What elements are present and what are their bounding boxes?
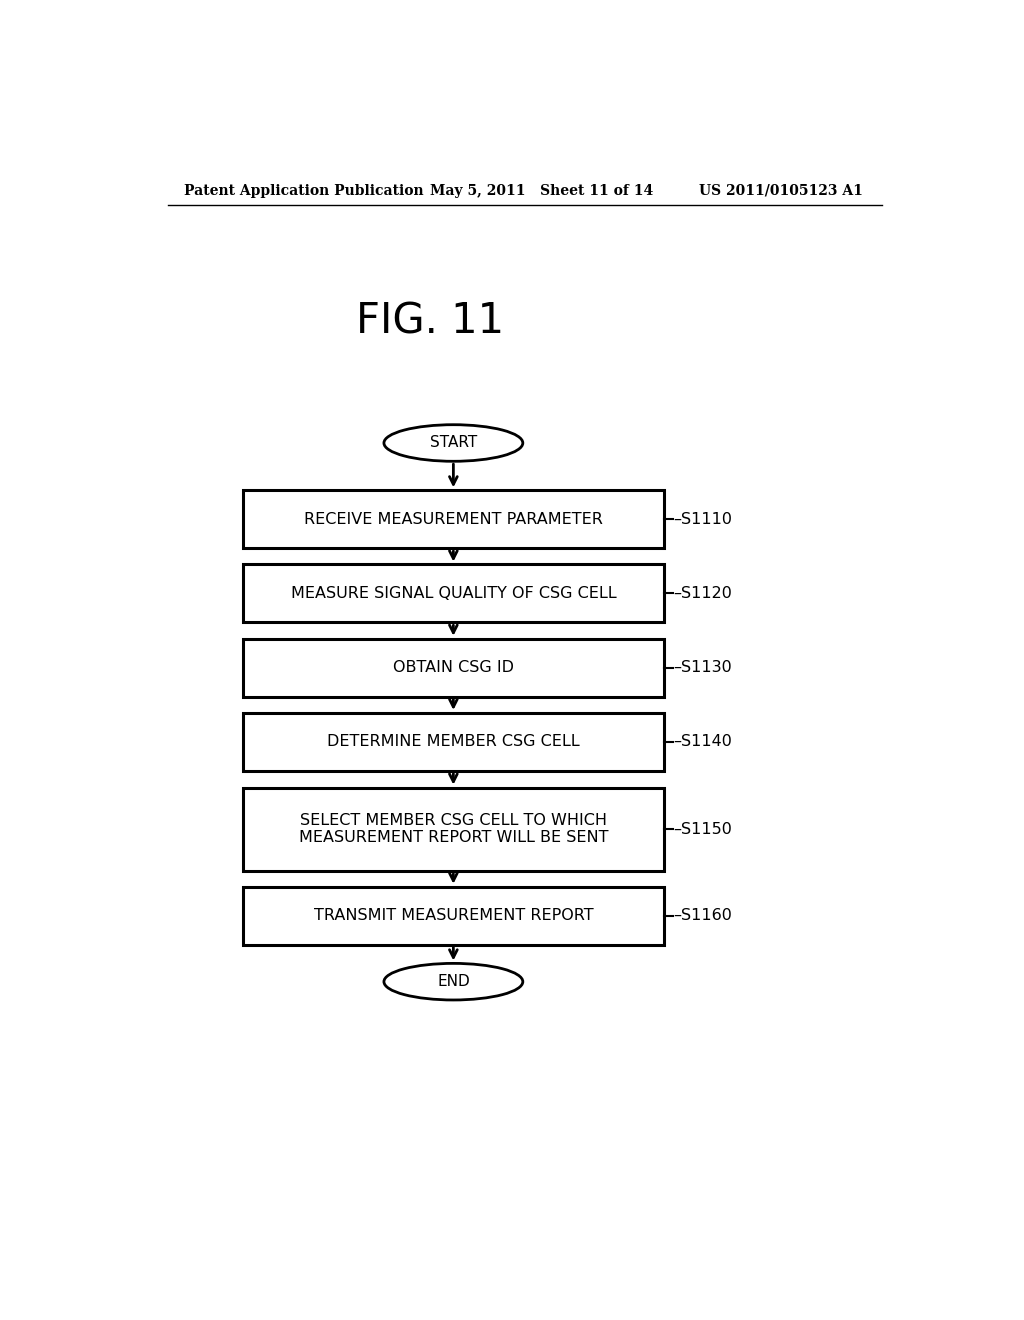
Text: May 5, 2011   Sheet 11 of 14: May 5, 2011 Sheet 11 of 14 <box>430 183 653 198</box>
Text: START: START <box>430 436 477 450</box>
FancyBboxPatch shape <box>243 565 664 623</box>
Ellipse shape <box>384 425 523 461</box>
Ellipse shape <box>384 964 523 1001</box>
Text: TRANSMIT MEASUREMENT REPORT: TRANSMIT MEASUREMENT REPORT <box>313 908 593 923</box>
Text: –S1150: –S1150 <box>673 822 732 837</box>
FancyBboxPatch shape <box>243 639 664 697</box>
Text: Patent Application Publication: Patent Application Publication <box>183 183 423 198</box>
Text: FIG. 11: FIG. 11 <box>355 300 504 342</box>
FancyBboxPatch shape <box>243 887 664 945</box>
Text: RECEIVE MEASUREMENT PARAMETER: RECEIVE MEASUREMENT PARAMETER <box>304 512 603 527</box>
Text: –S1160: –S1160 <box>673 908 732 923</box>
FancyBboxPatch shape <box>243 490 664 548</box>
FancyBboxPatch shape <box>243 713 664 771</box>
Text: MEASURE SIGNAL QUALITY OF CSG CELL: MEASURE SIGNAL QUALITY OF CSG CELL <box>291 586 616 601</box>
Text: OBTAIN CSG ID: OBTAIN CSG ID <box>393 660 514 675</box>
Text: –S1140: –S1140 <box>673 734 732 750</box>
Text: DETERMINE MEMBER CSG CELL: DETERMINE MEMBER CSG CELL <box>327 734 580 750</box>
Text: END: END <box>437 974 470 989</box>
Text: SELECT MEMBER CSG CELL TO WHICH
MEASUREMENT REPORT WILL BE SENT: SELECT MEMBER CSG CELL TO WHICH MEASUREM… <box>299 813 608 845</box>
Text: –S1120: –S1120 <box>673 586 732 601</box>
FancyBboxPatch shape <box>243 788 664 871</box>
Text: US 2011/0105123 A1: US 2011/0105123 A1 <box>699 183 863 198</box>
Text: –S1130: –S1130 <box>673 660 732 675</box>
Text: –S1110: –S1110 <box>673 512 732 527</box>
